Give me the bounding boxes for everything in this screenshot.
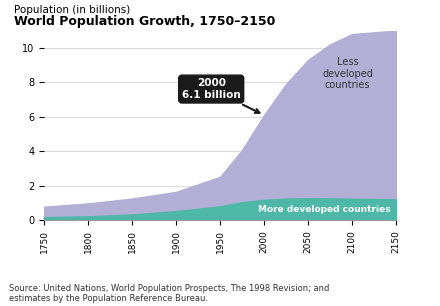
Text: Population (in billions): Population (in billions) [14, 6, 130, 15]
Text: More developed countries: More developed countries [257, 205, 390, 214]
Text: World Population Growth, 1750–2150: World Population Growth, 1750–2150 [14, 15, 275, 28]
Text: 2000
6.1 billion: 2000 6.1 billion [182, 78, 260, 113]
Text: Source: United Nations, World Population Prospects, The 1998 Revision; and
estim: Source: United Nations, World Population… [9, 284, 329, 303]
Text: Less
developed
countries: Less developed countries [322, 57, 373, 90]
